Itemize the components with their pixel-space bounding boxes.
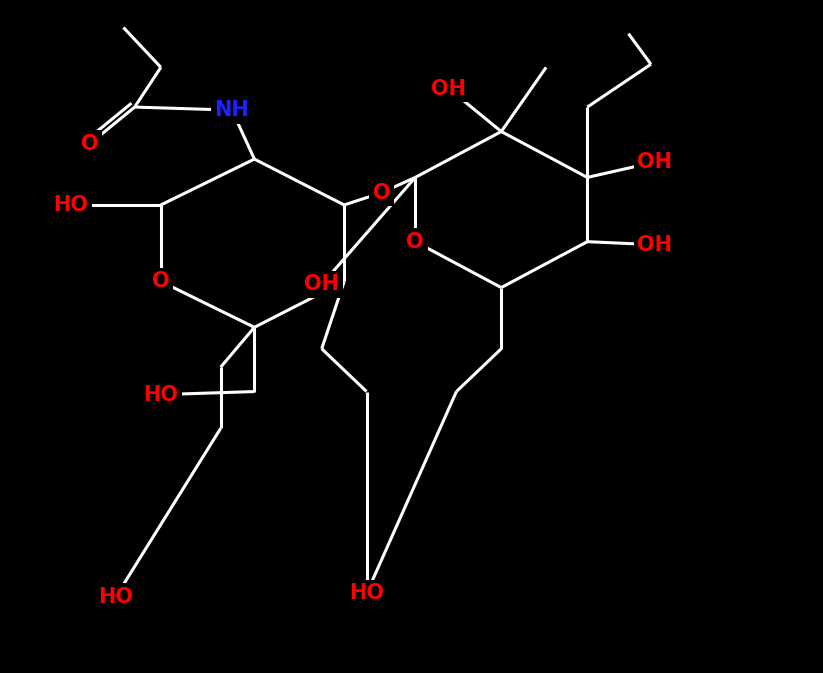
Text: HO: HO xyxy=(349,583,384,604)
Text: O: O xyxy=(407,232,424,252)
Text: O: O xyxy=(81,134,99,153)
Text: OH: OH xyxy=(637,152,672,172)
Text: OH: OH xyxy=(305,275,339,295)
Text: NH: NH xyxy=(215,100,249,120)
Text: HO: HO xyxy=(143,385,179,404)
Text: HO: HO xyxy=(99,587,133,606)
Text: O: O xyxy=(152,271,170,291)
Text: HO: HO xyxy=(53,195,89,215)
Text: HO: HO xyxy=(349,587,384,606)
Text: O: O xyxy=(373,183,390,203)
Text: OH: OH xyxy=(637,235,672,254)
Text: OH: OH xyxy=(431,79,467,99)
